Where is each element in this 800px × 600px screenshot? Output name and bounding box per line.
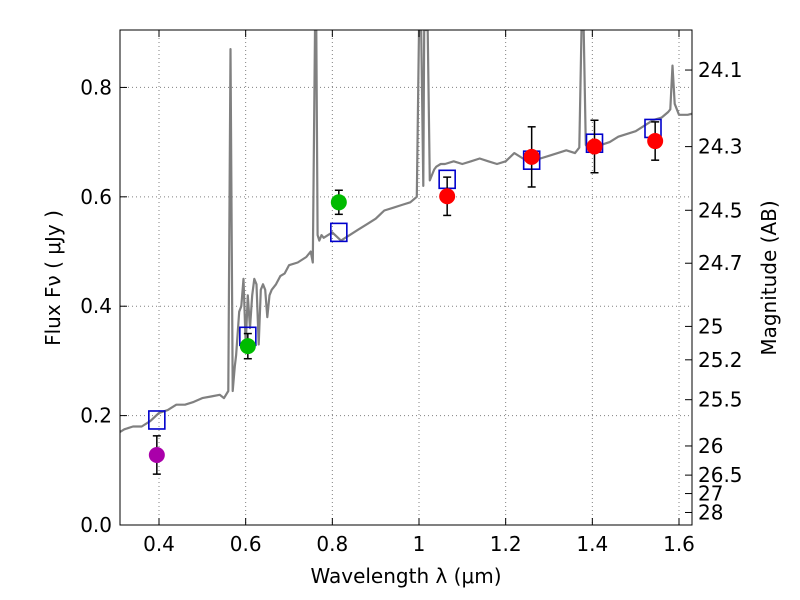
x-tick-label: 0.6 [230, 532, 262, 556]
right-tick-label: 25.5 [698, 388, 743, 412]
observed-point [239, 338, 256, 355]
right-tick-label: 24.7 [698, 251, 743, 275]
spectrum-layer [120, 30, 692, 433]
right-tick-label: 26.5 [698, 463, 743, 487]
y-tick-label: 0.6 [80, 185, 112, 209]
y-tick-label: 0.0 [80, 513, 112, 537]
right-tick-label: 24.5 [698, 198, 743, 222]
right-tick-label: 28 [698, 500, 723, 524]
x-axis-label: Wavelength λ (μm) [310, 564, 501, 588]
plot-frame [119, 29, 693, 526]
model-box [148, 410, 166, 430]
x-tick-label: 1.6 [663, 532, 695, 556]
right-tick-label: 25.2 [698, 348, 743, 372]
x-tick-label: 1.4 [576, 532, 608, 556]
points-layer [148, 118, 664, 475]
x-tick-label: 1.2 [490, 532, 522, 556]
right-tick-label: 27 [698, 482, 723, 506]
ticks-layer: 0.4 0.6 0.8 1 1.2 1.4 1.6 0.0 0.2 0.4 0.6 0.8 24.1 24… [80, 30, 743, 556]
spectrum-line [120, 30, 692, 433]
observed-point [439, 188, 456, 205]
y-tick-label: 0.8 [80, 75, 112, 99]
right-axis-label: Magnitude (AB) [757, 200, 781, 355]
observed-point [586, 138, 603, 155]
observed-point [330, 194, 347, 211]
right-tick-label: 24.1 [698, 58, 743, 82]
x-tick-label: 1 [413, 532, 426, 556]
right-tick-label: 25 [698, 314, 723, 338]
observed-point [647, 133, 664, 150]
x-tick-label: 0.8 [316, 532, 348, 556]
observed-point [148, 446, 165, 463]
right-tick-label: 24.3 [698, 135, 743, 159]
model-box [330, 222, 348, 243]
y-axis-label: Flux Fν ( μJy ) [41, 210, 65, 346]
right-tick-label: 26 [698, 434, 723, 458]
x-tick-label: 0.4 [143, 532, 175, 556]
observed-point [523, 148, 540, 165]
y-tick-label: 0.4 [80, 294, 112, 318]
y-tick-label: 0.2 [80, 404, 112, 428]
grid [120, 30, 692, 525]
